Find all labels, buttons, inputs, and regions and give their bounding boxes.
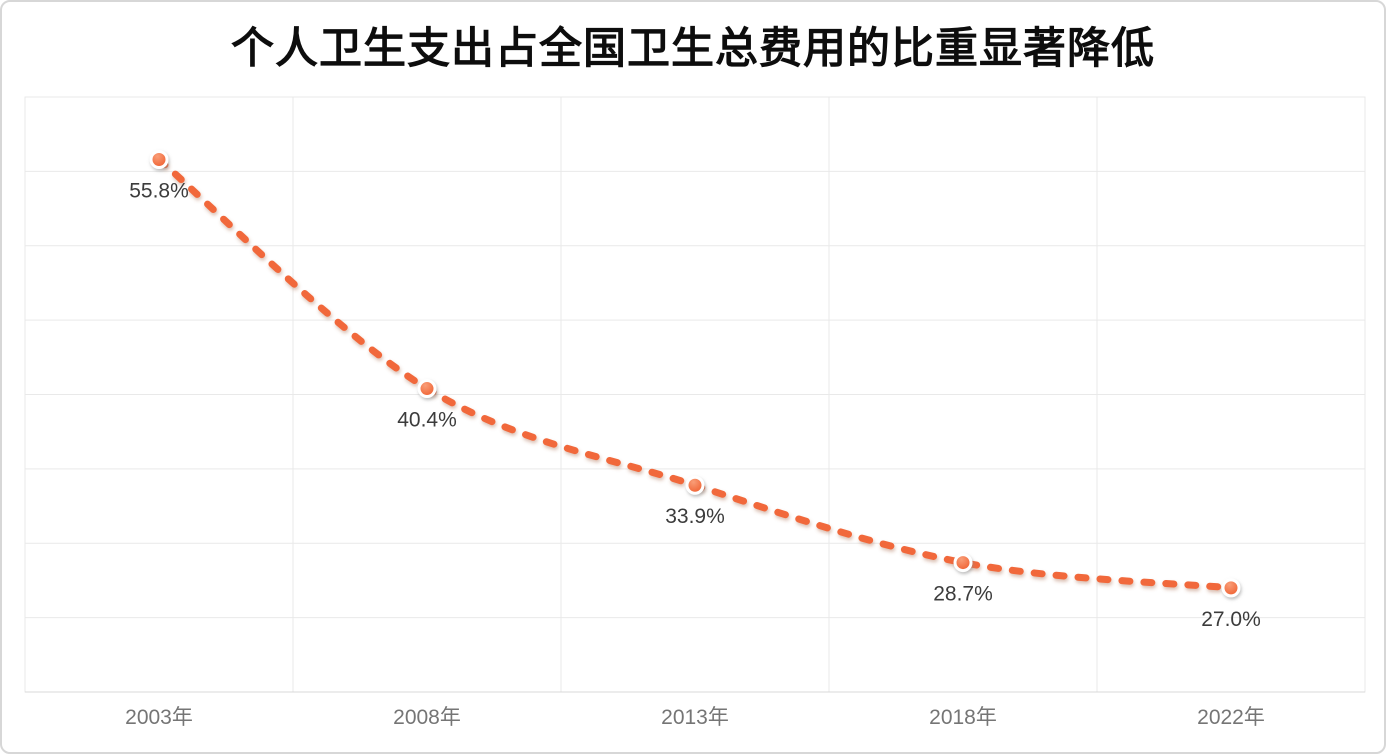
data-label: 28.7%: [933, 583, 993, 606]
x-tick-label: 2003年: [125, 706, 193, 729]
x-axis-labels: 2003年 2008年 2013年 2018年 2022年: [125, 706, 1265, 729]
data-label: 27.0%: [1201, 608, 1261, 631]
x-tick-label: 2018年: [929, 706, 997, 729]
point-marker: [685, 475, 705, 495]
data-label: 33.9%: [665, 505, 725, 528]
point-marker: [953, 553, 973, 573]
chart-title: 个人卫生支出占全国卫生总费用的比重显著降低: [231, 25, 1155, 73]
data-label: 40.4%: [397, 409, 457, 432]
point-marker: [417, 379, 437, 399]
x-tick-label: 2008年: [393, 706, 461, 729]
plot-border: [24, 96, 1366, 693]
x-tick-label: 2013年: [661, 706, 729, 729]
data-point-markers: [149, 149, 1241, 598]
point-marker: [1221, 578, 1241, 598]
data-labels: 55.8% 40.4% 33.9% 28.7% 27.0%: [129, 179, 1261, 630]
x-tick-label: 2022年: [1197, 706, 1265, 729]
point-marker: [149, 149, 169, 169]
data-label: 55.8%: [129, 179, 189, 202]
gridlines: [25, 96, 1365, 693]
